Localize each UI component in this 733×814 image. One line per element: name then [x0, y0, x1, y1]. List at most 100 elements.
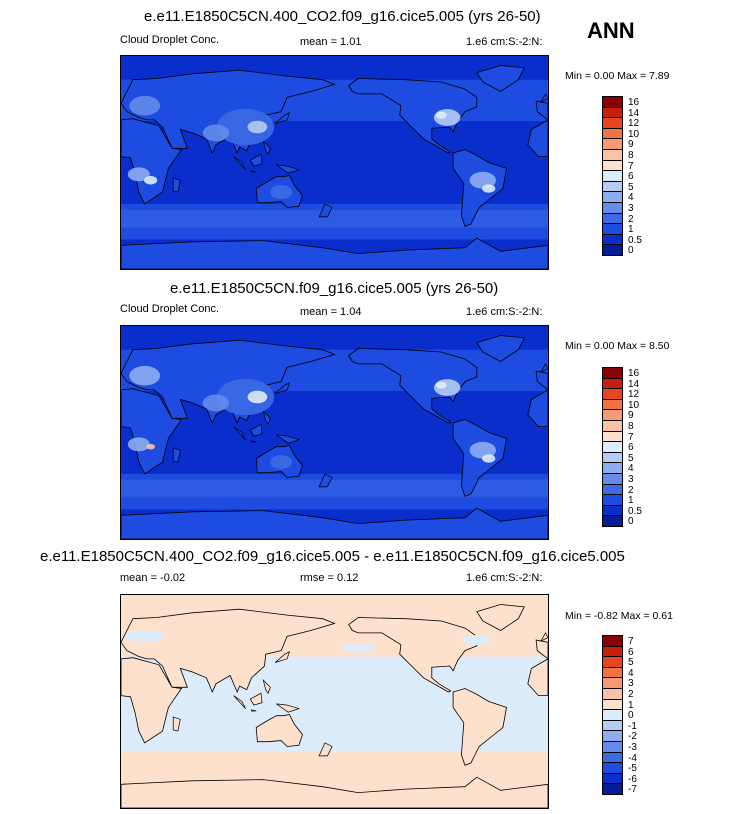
concentration-contour: [247, 390, 268, 404]
colorbar-swatch: [602, 159, 623, 172]
island: [276, 703, 301, 713]
colorbar-swatch: [602, 494, 623, 506]
island: [274, 382, 290, 394]
colorbar-tick-label: 2: [628, 484, 634, 496]
island: [249, 153, 263, 167]
colorbar-tick-label: 0.5: [628, 234, 642, 246]
concentration-contour: [435, 111, 447, 119]
colorbar-tick-label: 7: [628, 636, 634, 647]
land-africa_w: [527, 389, 548, 427]
land-africa_w: [527, 119, 548, 157]
land-europe_w: [535, 370, 548, 391]
colorbar-tick-label: 6: [628, 442, 634, 454]
land-africa: [121, 657, 183, 744]
colorbar-swatch: [602, 451, 623, 464]
colorbar-tick-label: 2: [628, 689, 634, 700]
island: [318, 203, 333, 218]
concentration-contour: [146, 443, 156, 450]
land-greenland: [476, 65, 525, 92]
land-north_america: [348, 348, 478, 424]
colorbar-tick-label: 0: [628, 710, 634, 722]
colorbar-swatch: [602, 515, 623, 527]
land-europe_asia: [121, 339, 336, 425]
colorbar-swatch: [602, 483, 623, 496]
island: [540, 93, 548, 103]
panel3-title: e.e11.E1850C5CN.400_CO2.f09_g16.cice5.00…: [40, 548, 625, 565]
colorbar-swatch: [602, 635, 623, 647]
colorbar-tick-label: 0.5: [628, 505, 642, 517]
diff-contour: [124, 630, 165, 643]
island: [233, 695, 246, 709]
colorbar-swatch: [602, 377, 623, 390]
concentration-contour: [216, 108, 275, 146]
colorbar-swatch: [602, 138, 623, 150]
island: [172, 177, 181, 193]
colorbar-tick-label: 5: [628, 181, 634, 193]
panel1-variable-label: Cloud Droplet Conc.: [120, 34, 220, 46]
colorbar-swatch: [602, 741, 623, 753]
panel3-map-plot: [121, 595, 548, 808]
concentration-contour: [127, 167, 150, 182]
colorbar-tick-label: 3: [628, 474, 634, 485]
colorbar-swatch: [602, 223, 623, 235]
colorbar-swatch: [602, 409, 623, 421]
colorbar-swatch: [602, 441, 623, 453]
colorbar-tick-label: 7: [628, 160, 634, 172]
panel2-map-plot: [121, 326, 548, 539]
land-antarctica: [121, 776, 548, 808]
land-europe_w: [535, 639, 548, 660]
colorbar-swatch: [602, 367, 623, 379]
land-australia: [255, 714, 303, 747]
island: [251, 170, 257, 173]
concentration-contour: [270, 185, 293, 200]
colorbar-tick-label: 4: [628, 192, 634, 204]
colorbar-swatch: [602, 170, 623, 182]
colorbar-tick-label: 9: [628, 410, 634, 422]
concentration-contour: [127, 437, 150, 452]
panel3-units-label: 1.e6 cm:S:-2:N:: [466, 572, 543, 584]
colorbar-tick-label: 6: [628, 646, 634, 658]
colorbar-tick-label: 10: [628, 399, 640, 411]
panel2-title: e.e11.E1850C5CN.f09_g16.cice5.005 (yrs 2…: [170, 280, 499, 297]
colorbar-tick-label: 6: [628, 171, 634, 183]
colorbar-swatch: [602, 398, 623, 411]
colorbar-tick-label: 3: [628, 678, 634, 690]
colorbar-swatch: [602, 783, 623, 795]
colorbar-tick-label: 7: [628, 431, 634, 443]
island: [233, 426, 246, 440]
colorbar-tick-label: 0: [628, 245, 634, 257]
colorbar-tick-label: -2: [628, 731, 637, 743]
panel3-minmax: Min = -0.82 Max = 0.61: [565, 610, 673, 622]
diff-contour: [462, 634, 491, 645]
colorbar-tick-label: 10: [628, 128, 640, 140]
colorbar-swatch: [602, 191, 623, 203]
colorbar-swatch: [602, 772, 623, 785]
colorbar-swatch: [602, 180, 623, 193]
panel3-map: [120, 594, 549, 809]
colorbar-tick-label: -3: [628, 742, 637, 753]
concentration-contour: [482, 184, 496, 193]
colorbar-tick-label: -7: [628, 784, 637, 796]
island: [251, 709, 257, 712]
island: [249, 692, 263, 706]
colorbar-swatch: [602, 473, 623, 485]
island: [318, 742, 333, 757]
island: [274, 651, 290, 663]
island: [233, 156, 246, 170]
colorbar-swatch: [602, 212, 623, 225]
panel2-variable-label: Cloud Droplet Conc.: [120, 303, 220, 315]
colorbar-tick-label: 16: [628, 368, 640, 379]
island: [262, 679, 271, 694]
land-europe_w: [535, 100, 548, 121]
colorbar-tick-label: 4: [628, 667, 634, 679]
colorbar-swatch: [602, 420, 623, 432]
land-north_america: [348, 78, 478, 154]
land-africa: [121, 118, 183, 205]
colorbar-tick-label: 4: [628, 463, 634, 475]
season-label: ANN: [587, 18, 635, 43]
land-antarctica: [121, 507, 548, 539]
land-africa: [121, 388, 183, 475]
sh-storm-band: [121, 209, 548, 228]
colorbar-swatch: [602, 709, 623, 721]
island: [318, 473, 333, 488]
